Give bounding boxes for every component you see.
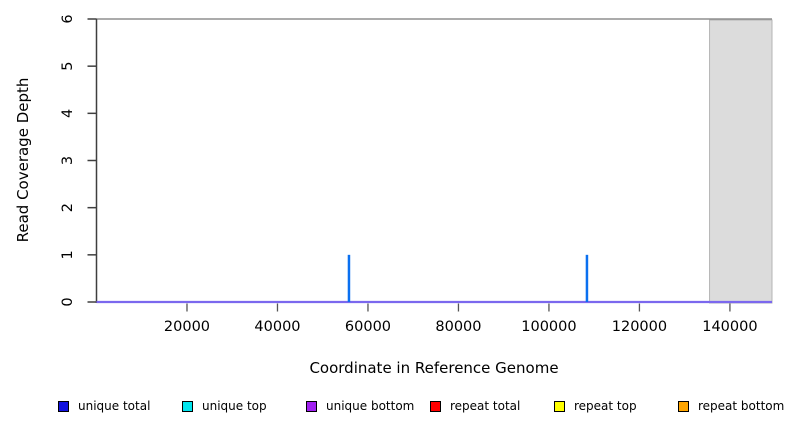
y-tick-label: 6 — [60, 14, 76, 23]
legend-swatch-icon — [58, 400, 69, 412]
x-tick-label: 120000 — [612, 319, 667, 335]
legend-label: unique top — [202, 399, 267, 413]
legend-item-unique-bottom: unique bottom — [306, 399, 430, 413]
legend-item-repeat-top: repeat top — [554, 399, 678, 413]
x-axis-title: Coordinate in Reference Genome — [309, 359, 558, 377]
x-tick-label: 100000 — [521, 319, 576, 335]
legend-swatch-icon — [182, 400, 193, 412]
legend-swatch-icon — [306, 400, 317, 412]
legend-item-repeat-bottom: repeat bottom — [678, 399, 792, 413]
legend-item-unique-top: unique top — [182, 399, 306, 413]
legend-item-unique-total: unique total — [58, 399, 182, 413]
legend-label: repeat total — [450, 399, 521, 413]
legend-swatch-icon — [554, 400, 565, 412]
legend-label: repeat bottom — [698, 399, 785, 413]
legend-swatch-icon — [678, 400, 689, 412]
y-tick-label: 4 — [60, 109, 76, 118]
x-tick-label: 80000 — [435, 319, 481, 335]
legend-item-repeat-total: repeat total — [430, 399, 554, 413]
y-tick-label: 3 — [60, 156, 76, 165]
y-tick-label: 5 — [60, 62, 76, 71]
y-tick-label: 0 — [60, 297, 76, 306]
legend: unique total unique top unique bottom repea… — [58, 399, 792, 413]
legend-swatch-icon — [430, 400, 441, 412]
x-tick-label: 60000 — [345, 319, 391, 335]
y-tick-label: 1 — [60, 250, 76, 259]
legend-label: repeat top — [574, 399, 637, 413]
legend-label: unique bottom — [326, 399, 415, 413]
shaded-region — [709, 19, 773, 304]
x-tick-label: 20000 — [164, 319, 210, 335]
x-tick-label: 140000 — [702, 319, 757, 335]
plot-canvas: 0 1 2 3 4 5 6 20000 40000 60000 80000 100000 120000 1… — [14, 14, 773, 377]
x-tick-label: 40000 — [254, 319, 300, 335]
legend-label: unique total — [78, 399, 151, 413]
y-axis-title: Read Coverage Depth — [14, 78, 32, 243]
y-tick-label: 2 — [60, 203, 76, 212]
